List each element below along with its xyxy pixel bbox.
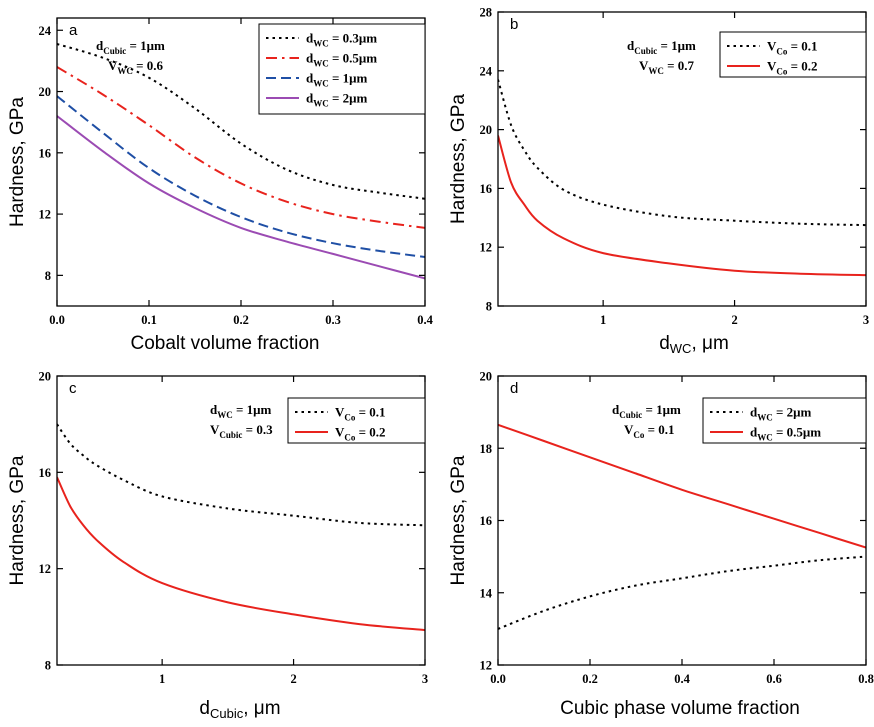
y-tick-label: 12 (480, 241, 493, 255)
x-tick-label: 1 (159, 672, 165, 686)
y-tick-label: 8 (486, 300, 492, 314)
x-tick-label: 1 (600, 313, 606, 327)
panel-letter: d (510, 380, 518, 397)
y-tick-label: 20 (480, 370, 493, 384)
panel-a: 0.0 0.1 0.2 0.3 0.4 8 12 16 20 24 a Cobalt volume f… (7, 17, 434, 354)
param-text: VWC = 0.6 (108, 58, 164, 76)
y-tick-label: 16 (39, 466, 52, 480)
panel-letter: b (510, 16, 518, 33)
y-tick-label: 20 (39, 370, 52, 384)
y-tick-label: 12 (480, 659, 493, 673)
legend-box (702, 397, 867, 444)
legend-label: dWC = 0.5μm (306, 51, 377, 69)
y-tick-label: 12 (39, 208, 52, 222)
x-tick-label: 0.2 (582, 672, 598, 686)
y-tick-label: 8 (45, 659, 51, 673)
legend-label: VCo = 0.1 (767, 39, 818, 57)
x-axis-label: dWC, μm (659, 333, 729, 356)
x-tick-label: 0.6 (766, 672, 782, 686)
series-line-2 (57, 476, 425, 632)
y-axis-label: Hardness, GPa (7, 97, 28, 227)
panel-letter: a (69, 22, 78, 39)
y-tick-label: 18 (480, 442, 493, 456)
plot-frame (56, 375, 426, 666)
param-text: dCubic = 1μm (627, 38, 696, 56)
param-text: VCubic = 0.3 (210, 422, 273, 440)
panel-letter: c (69, 380, 77, 397)
x-tick-label: 0.4 (417, 313, 433, 327)
legend: VCo = 0.1 VCo = 0.2 (719, 31, 867, 78)
legend-label: dWC = 0.5μm (750, 425, 821, 443)
plot-frame (497, 11, 867, 307)
series-line-3 (57, 95, 425, 258)
y-tick-label: 14 (480, 586, 493, 600)
param-text: dWC = 1μm (210, 402, 272, 420)
legend: VCo = 0.1 VCo = 0.2 (287, 397, 426, 444)
y-axis-label: Hardness, GPa (448, 455, 469, 585)
legend-box (719, 31, 867, 78)
x-axis-label: dCubic, μm (199, 698, 280, 721)
panel-d: 0.0 0.2 0.4 0.6 0.8 12 14 16 18 20 d Cubic phase vo… (448, 370, 874, 720)
legend-label: VCo = 0.1 (335, 405, 386, 423)
series-line-1 (57, 423, 425, 527)
series-line-2 (498, 135, 866, 277)
x-tick-label: 0.0 (49, 313, 65, 327)
legend: dWC = 0.3μm dWC = 0.5μm dWC = 1μm dWC = 2μm (258, 23, 426, 115)
y-axis-label: Hardness, GPa (448, 94, 469, 224)
x-tick-label: 3 (422, 672, 428, 686)
legend-label: dWC = 2μm (306, 91, 368, 109)
x-tick-label: 0.4 (674, 672, 690, 686)
series-line-1 (498, 555, 866, 630)
legend-label: dWC = 2μm (750, 405, 812, 423)
param-text: dCubic = 1μm (612, 402, 681, 420)
series-line-2 (57, 66, 425, 229)
legend-box (287, 397, 426, 444)
x-tick-label: 3 (863, 313, 869, 327)
x-tick-label: 0.1 (141, 313, 157, 327)
param-text: dCubic = 1μm (96, 38, 165, 56)
x-tick-label: 0.3 (325, 313, 341, 327)
param-text: VWC = 0.7 (639, 58, 695, 76)
y-tick-label: 24 (39, 24, 52, 38)
x-axis-label: Cobalt volume fraction (130, 333, 319, 354)
y-tick-label: 16 (39, 146, 52, 160)
x-tick-label: 2 (290, 672, 296, 686)
y-tick-label: 20 (480, 123, 493, 137)
series-line-2 (498, 423, 866, 549)
legend-label: VCo = 0.2 (767, 59, 818, 77)
y-axis-label: Hardness, GPa (7, 455, 28, 585)
series-line-1 (498, 79, 866, 227)
series-line-4 (57, 115, 425, 280)
y-tick-label: 24 (480, 64, 493, 78)
legend-label: dWC = 1μm (306, 71, 368, 89)
param-text: VCo = 0.1 (624, 422, 675, 440)
series-line-1 (57, 43, 425, 200)
y-tick-label: 8 (45, 269, 51, 283)
y-tick-label: 28 (480, 6, 493, 20)
legend-label: VCo = 0.2 (335, 425, 386, 443)
x-tick-label: 0.8 (858, 672, 874, 686)
y-tick-label: 12 (39, 562, 52, 576)
x-axis-label: Cubic phase volume fraction (560, 698, 800, 719)
x-tick-label: 0.0 (490, 672, 506, 686)
x-tick-label: 0.2 (233, 313, 249, 327)
x-tick-label: 2 (731, 313, 737, 327)
y-tick-label: 20 (39, 85, 52, 99)
legend-label: dWC = 0.3μm (306, 31, 377, 49)
legend: dWC = 2μm dWC = 0.5μm (702, 397, 867, 444)
y-tick-label: 16 (480, 182, 493, 196)
y-tick-label: 16 (480, 514, 493, 528)
